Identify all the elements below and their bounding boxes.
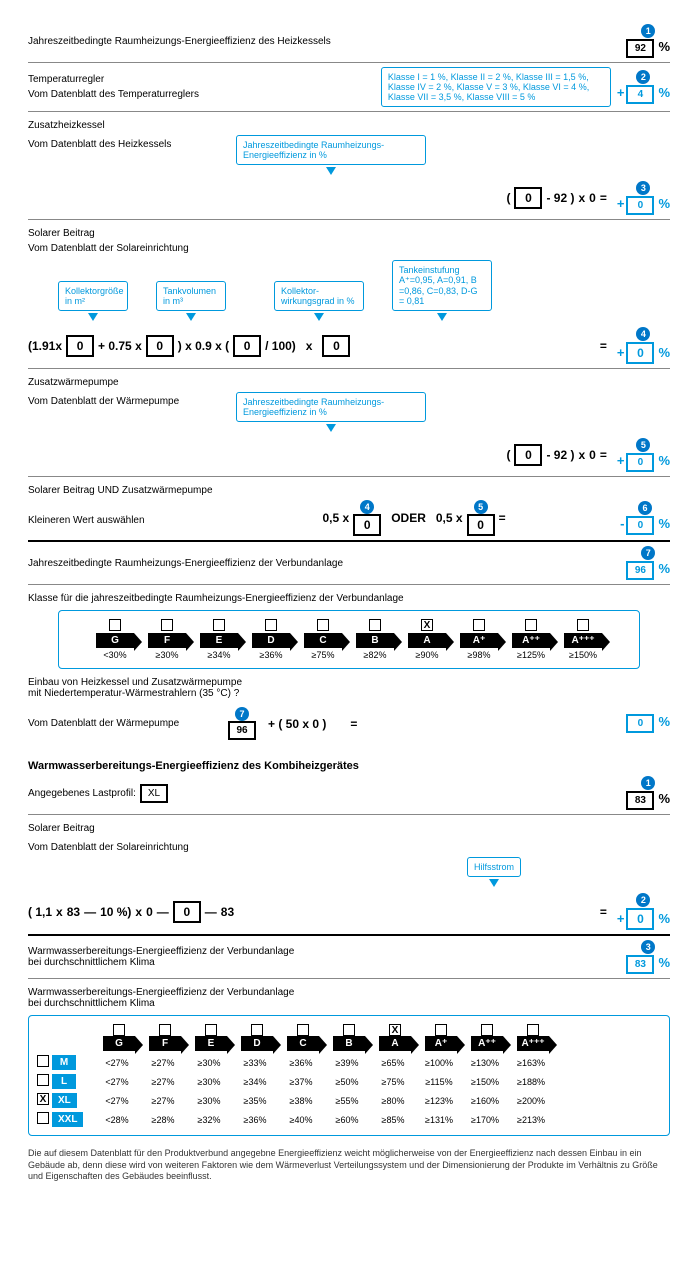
class-col: A⁺≥98% (455, 619, 503, 660)
val-1: 92 (626, 39, 654, 58)
class-checkbox[interactable] (213, 619, 225, 631)
class-col: B≥82% (351, 619, 399, 660)
class-col: A⁺⁺≥125% (507, 619, 555, 660)
class-col: D≥36% (247, 619, 295, 660)
class-col: C≥75% (299, 619, 347, 660)
num-2: 2 (636, 70, 650, 84)
class-col: F≥30% (143, 619, 191, 660)
class-checkbox[interactable] (161, 619, 173, 631)
class-checkbox[interactable]: X (421, 619, 433, 631)
class-checkbox[interactable] (317, 619, 329, 631)
row-heating-efficiency: Jahreszeitbedingte Raumheizungs-Energiee… (28, 20, 670, 63)
profile-row: L<27%≥27%≥30%≥34%≥37%≥50%≥75%≥115%≥150%≥… (37, 1074, 661, 1089)
ww-class-checkbox[interactable]: X (389, 1024, 401, 1036)
ww-class-checkbox[interactable] (343, 1024, 355, 1036)
profile-row: XXL<27%≥27%≥30%≥35%≥38%≥55%≥80%≥123%≥160… (37, 1093, 661, 1108)
val-2: 4 (626, 85, 654, 104)
ww-class-checkbox[interactable] (527, 1024, 539, 1036)
row-aux-boiler: Zusatzheizkessel Vom Datenblatt des Heiz… (28, 120, 670, 220)
ww-section: Warmwasserbereitungs-Energieeffizienz de… (28, 760, 670, 815)
profile-checkbox[interactable]: X (37, 1093, 49, 1105)
row-combined-eff: Jahreszeitbedingte Raumheizungs-Energiee… (28, 542, 670, 585)
ww-class-checkbox[interactable] (481, 1024, 493, 1036)
ww-class-checkbox[interactable] (205, 1024, 217, 1036)
footnote: Die auf diesem Datenblatt für den Produk… (28, 1148, 670, 1183)
label: Jahreszeitbedingte Raumheizungs-Energiee… (28, 36, 626, 47)
class-col: A⁺⁺⁺≥150% (559, 619, 607, 660)
class-checkbox[interactable] (369, 619, 381, 631)
class-checkbox[interactable] (525, 619, 537, 631)
row-solar-and-hp: Solarer Beitrag UND Zusatzwärmepumpe Kle… (28, 485, 670, 542)
class-col: E≥34% (195, 619, 243, 660)
profile-row: M<27%≥27%≥30%≥33%≥36%≥39%≥65%≥100%≥130%≥… (37, 1055, 661, 1070)
row-solar: Solarer Beitrag Vom Datenblatt der Solar… (28, 228, 670, 369)
profile-checkbox[interactable] (37, 1074, 49, 1086)
row-low-temp: Einbau von Heizkessel und Zusatzwärmepum… (28, 677, 670, 744)
ww-class-checkbox[interactable] (113, 1024, 125, 1036)
ww-class-table: Warmwasserbereitungs-Energieeffizienz de… (28, 987, 670, 1136)
profile-row: XXL<28%≥28%≥32%≥36%≥40%≥60%≥85%≥131%≥170… (37, 1112, 661, 1127)
ww-class-checkbox[interactable] (297, 1024, 309, 1036)
ww-class-checkbox[interactable] (435, 1024, 447, 1036)
class-checkbox[interactable] (577, 619, 589, 631)
class-checkbox[interactable] (265, 619, 277, 631)
class-checkbox[interactable] (109, 619, 121, 631)
num-1: 1 (641, 24, 655, 38)
class-checkbox[interactable] (473, 619, 485, 631)
ww-class-checkbox[interactable] (159, 1024, 171, 1036)
class-col: G<30% (91, 619, 139, 660)
ww-class-checkbox[interactable] (251, 1024, 263, 1036)
row-heatpump: Zusatzwärmepumpe Vom Datenblatt der Wärm… (28, 377, 670, 477)
profile-checkbox[interactable] (37, 1055, 49, 1067)
info-classes: Klasse I = 1 %, Klasse II = 2 %, Klasse … (381, 67, 611, 107)
class-col: XA≥90% (403, 619, 451, 660)
ww-solar: Solarer Beitrag Vom Datenblatt der Solar… (28, 823, 670, 936)
class-section: Klasse für die jahreszeitbedingte Raumhe… (28, 593, 670, 669)
row-temp-controller: Temperaturregler Vom Datenblatt des Temp… (28, 63, 670, 112)
profile-checkbox[interactable] (37, 1112, 49, 1124)
ww-result: Warmwasserbereitungs-Energieeffizienz de… (28, 936, 670, 979)
